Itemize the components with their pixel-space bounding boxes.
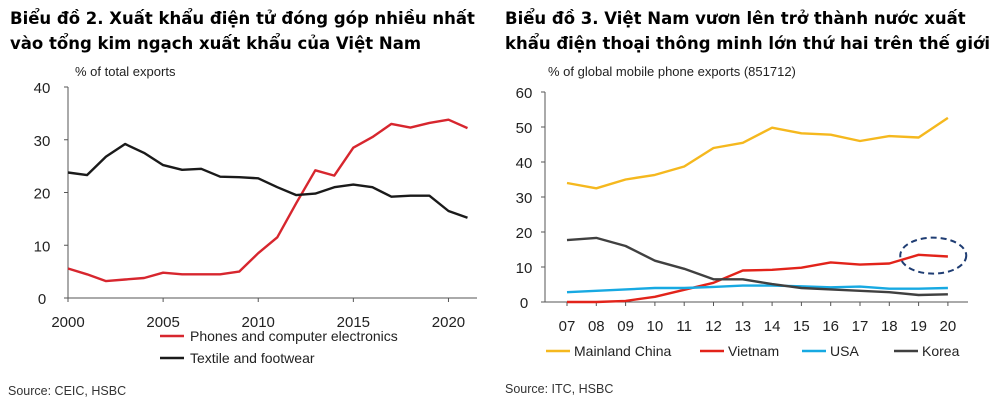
chart-source: Source: CEIC, HSBC bbox=[8, 384, 126, 398]
y-tick-label: 20 bbox=[516, 225, 533, 242]
y-tick-label: 10 bbox=[34, 238, 51, 255]
heading-line-2: khẩu điện thoại thông minh lớn thứ hai t… bbox=[505, 34, 990, 53]
chart-panel-exports: Biểu đồ 2. Xuất khẩu điện tử đóng góp nh… bbox=[8, 6, 490, 398]
legend-label: Textile and footwear bbox=[190, 350, 315, 366]
y-tick-label: 40 bbox=[34, 80, 51, 97]
x-tick-label: 14 bbox=[764, 318, 781, 335]
y-tick-label: 30 bbox=[34, 133, 51, 150]
chart-source: Source: ITC, HSBC bbox=[505, 382, 613, 396]
chart-heading: Biểu đồ 3. Việt Nam vươn lên trở thành n… bbox=[505, 6, 1000, 56]
series-line-usa bbox=[566, 284, 948, 294]
series-line-mainland-china bbox=[566, 116, 949, 190]
legend-label: Vietnam bbox=[728, 343, 779, 359]
y-tick-label: 20 bbox=[34, 186, 51, 203]
x-tick-label: 2015 bbox=[337, 314, 370, 331]
heading-line-2: vào tổng kim ngạch xuất khẩu của Việt Na… bbox=[10, 34, 422, 53]
x-tick-label: 07 bbox=[559, 318, 576, 335]
legend-label: Mainland China bbox=[574, 343, 671, 359]
y-tick-label: 50 bbox=[516, 120, 533, 137]
series-line-phones-and-computer-electronics bbox=[67, 118, 468, 283]
x-tick-label: 2020 bbox=[432, 314, 465, 331]
legend-label: USA bbox=[830, 343, 859, 359]
chart-panel-mobile: Biểu đồ 3. Việt Nam vươn lên trở thành n… bbox=[500, 0, 1000, 404]
x-tick-label: 2000 bbox=[51, 314, 84, 331]
exports-line-chart: % of total exports 0 10 20 30 40 2000 2005 2010 2… bbox=[8, 64, 477, 398]
x-tick-label: 2005 bbox=[146, 314, 179, 331]
legend-label: Phones and computer electronics bbox=[190, 328, 398, 344]
y-tick-label: 10 bbox=[516, 260, 533, 277]
series-line-textile-and-footwear bbox=[67, 142, 468, 219]
x-tick-label: 08 bbox=[588, 318, 605, 335]
x-tick-label: 15 bbox=[793, 318, 810, 335]
y-axis-label: % of total exports bbox=[75, 64, 176, 79]
series-line-vietnam bbox=[567, 253, 948, 304]
y-tick-label: 0 bbox=[520, 295, 528, 312]
x-tick-label: 19 bbox=[910, 318, 927, 335]
x-tick-label: 13 bbox=[734, 318, 751, 335]
x-tick-label: 20 bbox=[940, 318, 957, 335]
heading-line-1: Biểu đồ 2. Xuất khẩu điện tử đóng góp nh… bbox=[10, 9, 475, 28]
y-tick-label: 40 bbox=[516, 155, 533, 172]
x-tick-label: 18 bbox=[881, 318, 898, 335]
chart-heading: Biểu đồ 2. Xuất khẩu điện tử đóng góp nh… bbox=[10, 6, 490, 56]
x-tick-label: 12 bbox=[705, 318, 722, 335]
x-tick-label: 16 bbox=[822, 318, 839, 335]
y-tick-label: 60 bbox=[516, 85, 533, 102]
x-tick-label: 2010 bbox=[242, 314, 275, 331]
highlight-ellipse bbox=[899, 236, 968, 275]
y-tick-label: 0 bbox=[38, 291, 46, 308]
series-line-korea bbox=[566, 236, 948, 297]
x-tick-label: 11 bbox=[676, 318, 692, 335]
heading-line-1: Biểu đồ 3. Việt Nam vươn lên trở thành n… bbox=[505, 9, 966, 28]
x-tick-label: 17 bbox=[852, 318, 869, 335]
x-tick-label: 10 bbox=[647, 318, 664, 335]
y-axis-label: % of global mobile phone exports (851712… bbox=[548, 64, 796, 79]
legend-label: Korea bbox=[922, 343, 960, 359]
x-tick-label: 09 bbox=[617, 318, 634, 335]
y-tick-label: 30 bbox=[516, 190, 533, 207]
mobile-exports-line-chart: % of global mobile phone exports (851712… bbox=[505, 64, 968, 396]
